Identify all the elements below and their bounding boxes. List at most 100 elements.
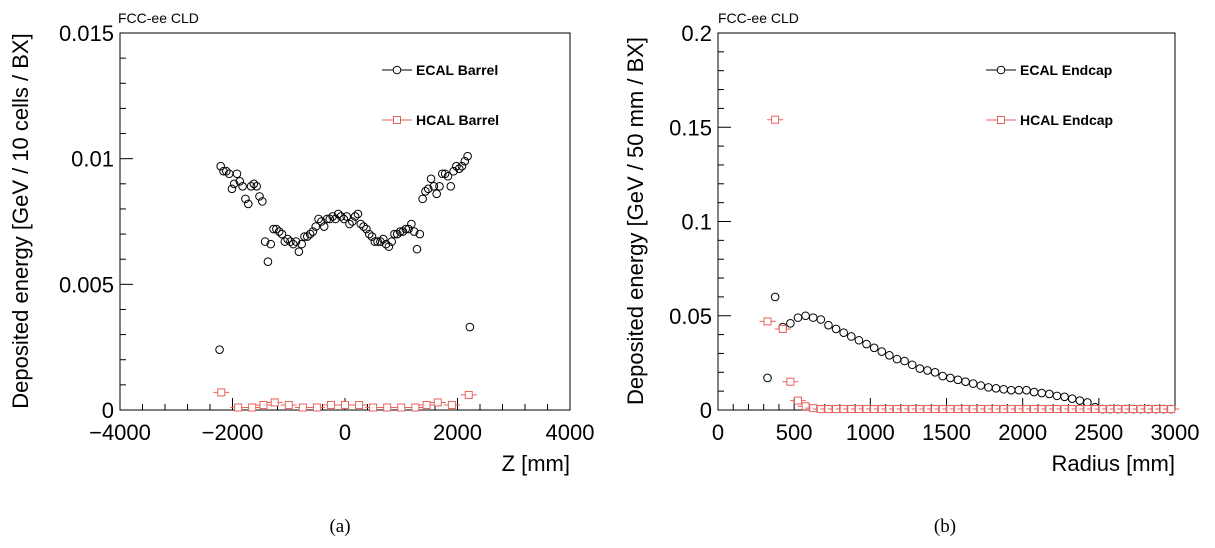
data-point	[816, 315, 826, 324]
x-tick-label: 2500	[1074, 420, 1123, 445]
data-point	[404, 224, 413, 234]
data-point	[266, 239, 276, 249]
data-point	[938, 371, 947, 381]
data-point	[1067, 394, 1077, 403]
data-point	[443, 171, 453, 181]
legend-marker	[996, 65, 1006, 75]
x-tick-label: 1000	[846, 420, 895, 445]
data-point	[432, 189, 441, 199]
data-point	[1045, 389, 1054, 399]
data-point	[322, 214, 332, 224]
data-point	[786, 318, 795, 328]
plot-frame	[717, 32, 1176, 411]
data-point	[384, 242, 394, 251]
data-point	[907, 360, 917, 370]
data-point	[311, 222, 321, 231]
data-point	[839, 328, 848, 338]
data-point	[809, 404, 818, 413]
data-point	[350, 212, 360, 221]
data-point	[438, 169, 447, 179]
data-point	[284, 400, 293, 409]
data-point	[241, 194, 250, 204]
panel-a: FCC-ee CLD −4000 −2000 0 2000 4000 0 0.005 0.01 0…	[8, 10, 594, 476]
data-point	[325, 214, 335, 224]
experiment-label: FCC-ee CLD	[718, 10, 799, 26]
data-point	[342, 212, 351, 221]
y-tick-label: 0.005	[59, 272, 114, 297]
data-point	[364, 229, 374, 239]
legend-label: HCAL Endcap	[1020, 112, 1113, 128]
data-point	[968, 379, 978, 388]
data-point	[308, 227, 318, 236]
y-tick-label: 0.05	[669, 304, 712, 329]
data-point	[1014, 385, 1024, 395]
data-point	[426, 174, 436, 184]
data-point	[305, 229, 315, 239]
x-tick-label: 0	[339, 420, 351, 445]
data-point	[1075, 396, 1085, 405]
data-point	[217, 388, 226, 397]
data-point	[923, 366, 932, 375]
data-point	[1060, 392, 1069, 402]
data-point	[892, 354, 902, 364]
data-point	[984, 383, 993, 392]
data-point	[314, 214, 323, 224]
data-point	[398, 227, 408, 236]
data-point	[464, 390, 473, 399]
data-point	[235, 176, 245, 186]
data-point	[362, 224, 371, 234]
data-point	[280, 237, 290, 246]
data-point	[900, 356, 909, 366]
x-tick-label: 2000	[998, 420, 1047, 445]
data-point	[786, 377, 795, 386]
data-point	[946, 373, 955, 383]
data-point	[353, 209, 363, 219]
legend-label: ECAL Endcap	[1020, 62, 1112, 78]
data-point	[232, 169, 242, 179]
data-point	[356, 219, 366, 229]
data-point	[390, 229, 399, 239]
data-point	[216, 161, 225, 171]
series-hcal-barrel	[213, 388, 477, 412]
data-point	[378, 234, 388, 244]
x-tick-label: −2000	[202, 420, 264, 445]
data-point	[219, 166, 228, 176]
data-point	[229, 179, 239, 189]
data-point	[824, 320, 833, 330]
legend-marker	[392, 65, 402, 75]
data-point	[376, 237, 385, 246]
data-point	[778, 324, 787, 333]
data-point	[328, 212, 337, 221]
data-point	[770, 292, 780, 302]
data-point	[252, 182, 261, 191]
data-point	[326, 400, 335, 409]
data-point	[447, 400, 456, 409]
data-point	[367, 232, 377, 241]
data-point	[961, 377, 970, 387]
data-point	[763, 373, 772, 383]
data-point	[930, 368, 940, 377]
data-point	[248, 403, 257, 412]
caption-a: (a)	[329, 516, 350, 537]
data-point	[369, 403, 378, 412]
data-point	[409, 227, 419, 236]
data-point	[359, 222, 368, 231]
data-point	[1052, 391, 1062, 401]
data-point	[433, 398, 442, 407]
y-tick-label: 0	[102, 398, 114, 423]
data-point	[976, 381, 986, 390]
panel-b: FCC-ee CLD 0 500 1000 1500 2000 2500 3000 0 0.05 0…	[623, 10, 1199, 476]
data-point	[298, 403, 307, 412]
data-point	[999, 384, 1008, 394]
legend-marker	[393, 116, 401, 124]
data-point	[454, 164, 464, 174]
data-point	[418, 194, 427, 204]
data-point	[771, 115, 780, 124]
data-point	[258, 197, 267, 206]
data-point	[1006, 385, 1016, 395]
data-point	[333, 209, 343, 219]
x-tick-label: −4000	[89, 420, 151, 445]
data-point	[915, 364, 925, 373]
data-point	[1022, 385, 1031, 395]
data-point	[319, 222, 329, 231]
